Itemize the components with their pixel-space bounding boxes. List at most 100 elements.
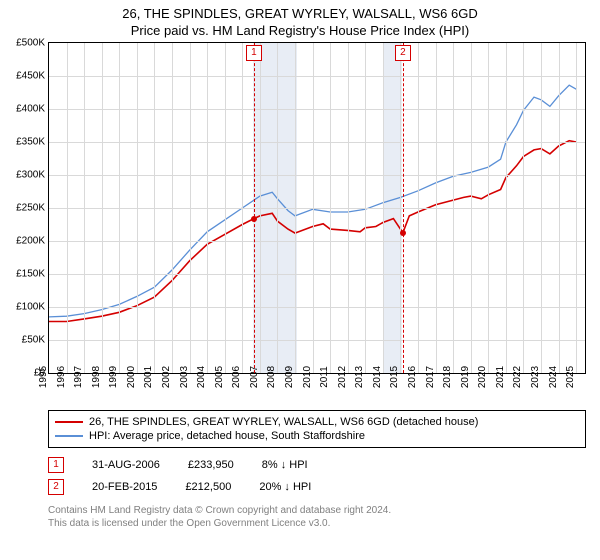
gridline-v xyxy=(225,43,226,373)
gridline-v xyxy=(348,43,349,373)
x-tick-label: 2003 xyxy=(178,366,189,388)
x-tick-label: 1995 xyxy=(38,366,49,388)
x-tick-label: 2006 xyxy=(231,366,242,388)
event-marker-box: 2 xyxy=(395,45,411,61)
footer-line-1: Contains HM Land Registry data © Crown c… xyxy=(48,504,586,517)
gridline-h xyxy=(49,76,585,77)
gridline-v xyxy=(190,43,191,373)
x-tick-label: 1999 xyxy=(108,366,119,388)
x-tick-label: 2013 xyxy=(354,366,365,388)
gridline-v xyxy=(453,43,454,373)
event-price: £212,500 xyxy=(185,481,231,493)
legend-label: HPI: Average price, detached house, Sout… xyxy=(89,430,365,442)
x-tick-label: 2015 xyxy=(389,366,400,388)
event-row: 131-AUG-2006£233,9508% ↓ HPI xyxy=(48,454,586,476)
x-tick-label: 2000 xyxy=(126,366,137,388)
y-tick-label: £50K xyxy=(22,335,45,346)
y-tick-label: £500K xyxy=(16,38,45,49)
gridline-v xyxy=(67,43,68,373)
gridline-v xyxy=(313,43,314,373)
event-id-box: 1 xyxy=(48,457,64,473)
y-tick-label: £400K xyxy=(16,104,45,115)
x-tick-label: 2021 xyxy=(495,366,506,388)
gridline-v xyxy=(295,43,296,373)
legend: 26, THE SPINDLES, GREAT WYRLEY, WALSALL,… xyxy=(48,410,586,448)
y-tick-label: £450K xyxy=(16,71,45,82)
event-row: 2 20-FEB-2015 £212,500 20% ↓ HPI xyxy=(48,476,586,498)
gridline-h xyxy=(49,274,585,275)
legend-swatch xyxy=(55,435,83,437)
x-tick-label: 2016 xyxy=(407,366,418,388)
y-tick-label: £300K xyxy=(16,170,45,181)
x-tick-label: 2024 xyxy=(548,366,559,388)
gridline-h xyxy=(49,241,585,242)
event-line xyxy=(403,43,404,373)
event-marker-box: 1 xyxy=(246,45,262,61)
legend-swatch xyxy=(55,421,83,423)
title-subtitle: Price paid vs. HM Land Registry's House … xyxy=(0,23,600,38)
gridline-v xyxy=(137,43,138,373)
event-marker-dot xyxy=(400,230,406,236)
footer-line-2: This data is licensed under the Open Gov… xyxy=(48,517,586,530)
x-tick-label: 2008 xyxy=(266,366,277,388)
gridline-h xyxy=(49,175,585,176)
gridline-v xyxy=(383,43,384,373)
y-tick-label: £200K xyxy=(16,236,45,247)
gridline-v xyxy=(436,43,437,373)
x-tick-label: 2023 xyxy=(530,366,541,388)
gridline-v xyxy=(102,43,103,373)
gridline-v xyxy=(541,43,542,373)
events-table: 131-AUG-2006£233,9508% ↓ HPI220-FEB-2015… xyxy=(48,454,586,498)
gridline-h xyxy=(49,142,585,143)
chart-area: £0£50K£100K£150K£200K£250K£300K£350K£400… xyxy=(48,42,586,402)
legend-row: HPI: Average price, detached house, Sout… xyxy=(55,429,579,443)
gridline-v xyxy=(418,43,419,373)
x-tick-label: 2010 xyxy=(301,366,312,388)
x-tick-label: 2004 xyxy=(196,366,207,388)
event-id-box: 2 xyxy=(48,479,64,495)
gridline-v xyxy=(365,43,366,373)
gridline-h xyxy=(49,208,585,209)
event-line xyxy=(254,43,255,373)
gridline-v xyxy=(523,43,524,373)
x-tick-label: 2017 xyxy=(424,366,435,388)
x-tick-label: 2001 xyxy=(143,366,154,388)
gridline-v xyxy=(471,43,472,373)
x-tick-label: 2002 xyxy=(161,366,172,388)
x-tick-label: 2014 xyxy=(372,366,383,388)
x-tick-label: 1997 xyxy=(73,366,84,388)
plot-region: £0£50K£100K£150K£200K£250K£300K£350K£400… xyxy=(48,42,586,374)
gridline-v xyxy=(576,43,577,373)
gridline-v xyxy=(242,43,243,373)
x-tick-label: 2018 xyxy=(442,366,453,388)
gridline-v xyxy=(260,43,261,373)
y-tick-label: £100K xyxy=(16,302,45,313)
x-tick-label: 2020 xyxy=(477,366,488,388)
gridline-v xyxy=(400,43,401,373)
y-tick-label: £350K xyxy=(16,137,45,148)
event-price: £233,950 xyxy=(188,459,234,471)
gridline-h xyxy=(49,109,585,110)
x-tick-label: 2022 xyxy=(512,366,523,388)
title-block: 26, THE SPINDLES, GREAT WYRLEY, WALSALL,… xyxy=(0,0,600,42)
event-delta: 8% ↓ HPI xyxy=(262,459,308,471)
event-marker-dot xyxy=(251,216,257,222)
chart-container: 26, THE SPINDLES, GREAT WYRLEY, WALSALL,… xyxy=(0,0,600,530)
event-date: 20-FEB-2015 xyxy=(92,481,157,493)
gridline-v xyxy=(172,43,173,373)
x-tick-label: 2011 xyxy=(319,366,330,388)
legend-row: 26, THE SPINDLES, GREAT WYRLEY, WALSALL,… xyxy=(55,415,579,429)
y-tick-label: £150K xyxy=(16,269,45,280)
y-tick-label: £250K xyxy=(16,203,45,214)
gridline-v xyxy=(559,43,560,373)
gridline-v xyxy=(488,43,489,373)
x-tick-label: 2005 xyxy=(214,366,225,388)
x-tick-label: 1998 xyxy=(91,366,102,388)
gridline-v xyxy=(330,43,331,373)
gridline-h xyxy=(49,307,585,308)
gridline-v xyxy=(207,43,208,373)
gridline-h xyxy=(49,340,585,341)
event-delta: 20% ↓ HPI xyxy=(259,481,311,493)
gridline-v xyxy=(506,43,507,373)
gridline-v xyxy=(119,43,120,373)
